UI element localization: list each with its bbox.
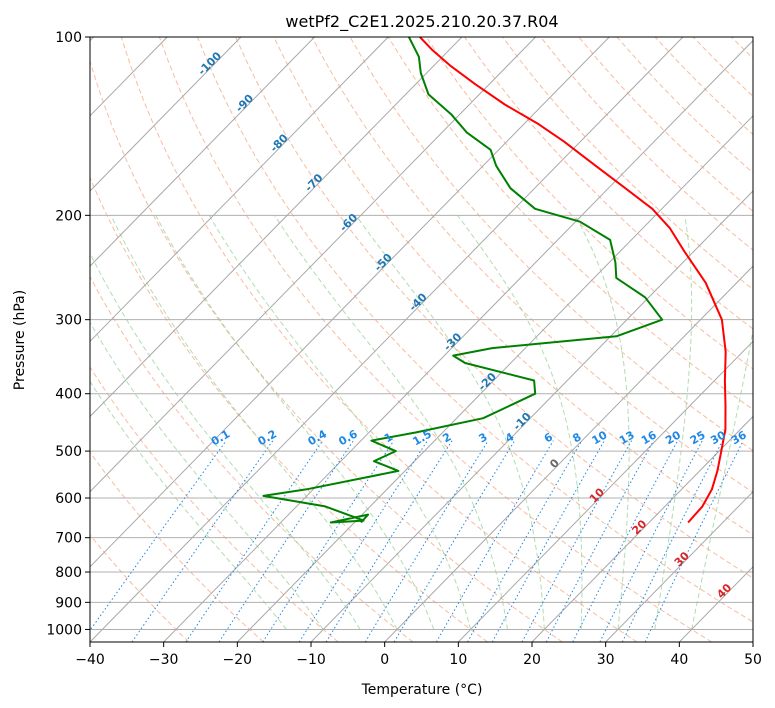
dry-adiabat	[90, 59, 563, 642]
mixing-ratio-line	[185, 440, 324, 642]
isotherm-line	[163, 39, 753, 642]
x-tick-label: 50	[744, 652, 762, 668]
dry-adiabat	[197, 37, 753, 623]
mixing-ratio-line	[621, 440, 724, 642]
chart-title: wetPf2_C2E1.2025.210.20.37.R04	[285, 12, 558, 32]
dry-adiabat	[464, 37, 753, 330]
isotherm-line	[90, 37, 463, 418]
dry-adiabat	[120, 37, 638, 642]
x-tick-label: 30	[597, 652, 615, 668]
x-tick-label: −30	[149, 652, 179, 668]
dry-adiabat	[311, 37, 753, 493]
dry-adiabat	[502, 37, 753, 290]
x-tick-label: 0	[380, 652, 389, 668]
dry-adiabat	[387, 37, 753, 411]
x-tick-label: −10	[296, 652, 326, 668]
dewpoint-trace	[262, 37, 664, 524]
moist-adiabat	[691, 328, 753, 630]
y-tick-label: 400	[55, 387, 82, 403]
y-tick-label: 300	[55, 313, 82, 329]
isotherm-line	[90, 37, 242, 192]
moist-adiabat	[155, 215, 435, 630]
plot-frame	[89, 36, 754, 643]
isotherm-line	[90, 37, 536, 493]
isotherm-line	[90, 37, 610, 568]
x-tick-label: 20	[523, 652, 541, 668]
mixing-ratio-line	[262, 440, 395, 642]
isotherm-line	[236, 115, 753, 642]
y-tick-label: 800	[55, 565, 82, 581]
isotherm-line	[605, 490, 753, 642]
isotherm-lines	[90, 37, 753, 642]
isotherm-line	[90, 37, 684, 642]
y-tick-label: 200	[55, 208, 82, 224]
isotherm-line	[531, 415, 753, 642]
moist-adiabat	[110, 215, 398, 630]
y-tick-label: 500	[55, 444, 82, 460]
mixing-ratio-line	[491, 440, 605, 642]
dry-adiabat	[235, 37, 753, 579]
temperature-trace	[419, 37, 727, 524]
mixing-ratio-line	[435, 440, 554, 642]
isobar-gridlines	[90, 37, 753, 630]
mixing-ratio-lines	[90, 440, 744, 642]
dry-adiabat	[90, 275, 414, 642]
y-tick-label: 100	[55, 30, 82, 46]
mixing-ratio-line	[90, 440, 227, 632]
mixing-ratio-line	[218, 440, 354, 642]
y-tick-label: 900	[55, 595, 82, 611]
y-axis-label: Pressure (hPa)	[12, 290, 28, 390]
x-tick-label: −20	[223, 652, 253, 668]
moist-adiabat	[90, 251, 361, 630]
mixing-ratio-line	[467, 440, 583, 642]
dry-adiabat	[273, 37, 753, 536]
mixing-ratio-line	[364, 440, 489, 642]
x-axis-ticks: −40 −30 −20 −10 0 10 20 30 40 50	[75, 642, 762, 668]
x-axis-label: Temperature (°C)	[361, 682, 483, 698]
mixing-ratio-line	[131, 440, 274, 642]
dry-adiabat	[90, 366, 339, 642]
y-axis-ticks: 100 200 300 400 500 600 700 800 900 1000	[46, 30, 90, 638]
x-tick-label: 10	[449, 652, 467, 668]
y-tick-label: 600	[55, 491, 82, 507]
dry-adiabat	[90, 534, 190, 642]
isotherm-line	[310, 190, 753, 642]
mixing-ratio-line	[599, 440, 703, 642]
isotherm-line	[90, 37, 389, 343]
y-tick-label: 1000	[46, 622, 82, 638]
sounding-traces	[262, 37, 727, 524]
x-tick-label: −40	[75, 652, 105, 668]
x-tick-label: 40	[670, 652, 688, 668]
y-tick-label: 700	[55, 531, 82, 547]
isotherm-line	[457, 340, 753, 642]
dry-adiabat	[158, 37, 712, 642]
mixing-ratio-line	[298, 440, 428, 642]
mixing-ratio-line	[325, 440, 453, 642]
mixing-ratio-line	[521, 440, 633, 642]
mixing-ratio-line	[393, 440, 516, 642]
mixing-ratio-line	[644, 440, 744, 642]
isotherm-line	[384, 265, 753, 642]
isotherm-line	[90, 37, 315, 267]
plot-area: 0.1 0.2 0.4 0.6 1 1.5 2 3 4 6 8 10 13 16 20 25 30 36-100-…	[90, 37, 753, 642]
